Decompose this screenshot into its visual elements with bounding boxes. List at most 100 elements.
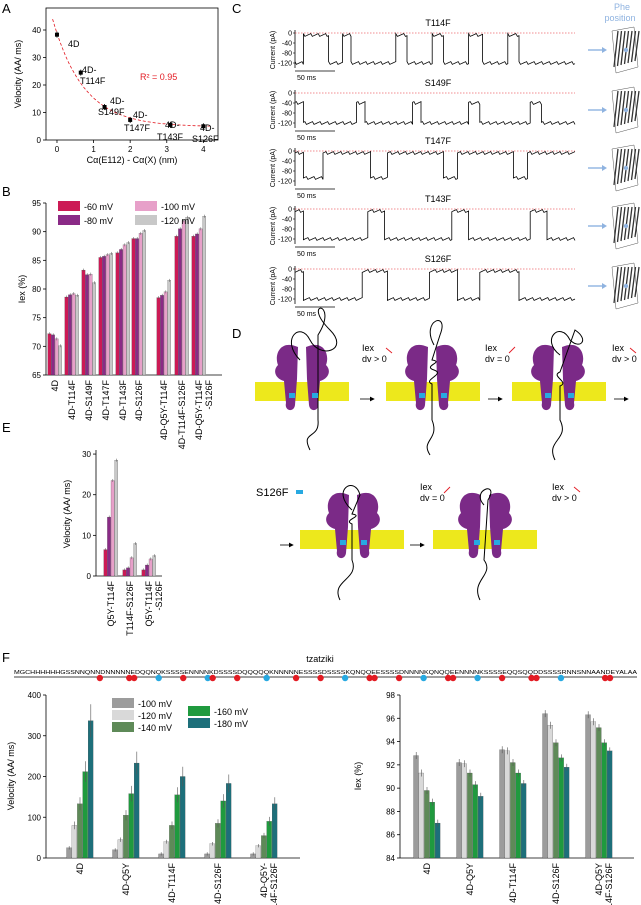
charged-residue-dot bbox=[96, 674, 104, 682]
site-1b bbox=[312, 393, 318, 398]
pore-helix bbox=[616, 30, 623, 67]
panel-f-iex-bar bbox=[413, 755, 419, 859]
panel-b-bar bbox=[135, 238, 139, 376]
panel-f-iex-ytick-label: 94 bbox=[386, 738, 395, 747]
panel-e-ytick-label: 20 bbox=[82, 491, 91, 500]
trace-ylabel: Current (pA) bbox=[270, 207, 277, 246]
site-2b bbox=[441, 393, 447, 398]
pore-structure-icon bbox=[611, 86, 640, 134]
panel-b-bar bbox=[54, 338, 59, 376]
panel-f-iex-ytick-label: 84 bbox=[386, 854, 395, 863]
state-1-dv: dv > 0 bbox=[362, 354, 387, 364]
panel-a-fit-curve bbox=[52, 18, 210, 127]
panel-f-vel-bar bbox=[163, 841, 169, 859]
f-legend-100: -100 mV bbox=[138, 699, 172, 709]
trace-ytick-label: 0 bbox=[288, 267, 292, 274]
trace-ytick-label: -120 bbox=[278, 237, 292, 244]
charged-residue-dot bbox=[341, 674, 349, 682]
charged-residue-dot bbox=[395, 674, 403, 682]
panel-b-bar bbox=[68, 294, 72, 376]
panel-b-ytick-label: 85 bbox=[32, 256, 41, 265]
panel-e-bar bbox=[114, 460, 118, 577]
scale-bar-label: 50 ms bbox=[297, 193, 317, 200]
panel-a-point bbox=[128, 117, 133, 122]
panel-e-bar bbox=[133, 543, 138, 577]
charged-residue-dot bbox=[371, 674, 378, 682]
panel-f-iex-bar bbox=[467, 772, 473, 859]
panel-b-legend-60: -60 mV bbox=[84, 202, 113, 212]
panel-f-iex-bar bbox=[478, 796, 484, 859]
panel-e-bar bbox=[110, 480, 115, 577]
pore-helix bbox=[630, 30, 637, 63]
charged-residue-dot bbox=[180, 674, 187, 682]
pore-helix bbox=[627, 30, 633, 64]
f-legend-swatch-180 bbox=[188, 718, 210, 728]
panel-b-legend-swatch-60 bbox=[58, 201, 80, 211]
phe-arrow-head bbox=[602, 107, 607, 113]
panel-a-xtick-label: 0 bbox=[55, 145, 60, 154]
panel-b-bar bbox=[126, 242, 130, 376]
panel-b-bar bbox=[181, 220, 186, 376]
panel-f-iex-ytick-label: 98 bbox=[386, 691, 395, 700]
panel-f-iex-bar bbox=[553, 742, 559, 859]
pore-helix bbox=[634, 206, 640, 238]
panel-b-bar bbox=[47, 333, 52, 376]
panel-b-category-label: 4D-T114F-S126F bbox=[177, 379, 187, 449]
panel-f-vel-category-label: 4D-S126F bbox=[213, 863, 223, 905]
panel-a-label-t143f-1: 4D- bbox=[165, 120, 180, 130]
pore-helix bbox=[616, 266, 623, 303]
panel-f-iex-ytick-label: 86 bbox=[386, 831, 395, 840]
panel-f-vel-ytick-label: 300 bbox=[28, 732, 42, 741]
trace-ylabel: Current (pA) bbox=[270, 149, 277, 188]
pore-helix bbox=[623, 266, 630, 301]
membrane-2 bbox=[386, 382, 480, 401]
pore-helix bbox=[613, 266, 619, 304]
pore-helix bbox=[634, 30, 640, 62]
pore-half-right bbox=[306, 344, 329, 411]
trace-ytick-label: -40 bbox=[282, 277, 292, 284]
panel-f-vel-bar bbox=[169, 825, 175, 859]
pore-structure-icon bbox=[611, 26, 640, 74]
panel-f-iex-category-label-extra: -T114F-S126F bbox=[604, 863, 614, 905]
panel-b-bar bbox=[115, 252, 120, 376]
panel-f-iex-bar bbox=[418, 772, 424, 859]
panel-b-bar bbox=[202, 216, 207, 376]
panel-e-ylabel: Velocity (AA/ ms) bbox=[62, 480, 72, 549]
trace-ytick-label: -40 bbox=[282, 41, 292, 48]
panel-f-vel-bar bbox=[180, 776, 186, 859]
site-4b bbox=[361, 540, 367, 545]
pore-helix bbox=[623, 90, 630, 125]
panel-a-point bbox=[168, 122, 173, 127]
panel-b-bar bbox=[75, 295, 79, 376]
phe-arrow-head bbox=[602, 283, 607, 289]
panel-b-bar bbox=[191, 236, 196, 376]
panel-a-label-s149f-1: 4D- bbox=[110, 96, 125, 106]
charged-residue-dot bbox=[498, 674, 506, 682]
panel-f-iex-category-label: 4D-T114F bbox=[508, 863, 518, 903]
panel-f-iex-category-label: 4D-Q5Y bbox=[465, 863, 475, 896]
tzatziki-title: tzatziki bbox=[306, 654, 334, 664]
current-trace bbox=[294, 100, 576, 125]
pore-structure-icon bbox=[611, 144, 640, 192]
panel-a-ytick-label: 40 bbox=[32, 26, 41, 35]
panel-b-bar bbox=[185, 217, 190, 376]
charged-residue-dot bbox=[449, 674, 457, 682]
panel-b-bar bbox=[102, 256, 106, 376]
panel-label-a: A bbox=[2, 1, 11, 16]
charged-residue-dot bbox=[317, 674, 324, 682]
panel-b-category-label: 4D-T143F bbox=[118, 380, 128, 421]
panel-f-iex-ytick-label: 96 bbox=[386, 714, 395, 723]
trace-ytick-label: -40 bbox=[282, 217, 292, 224]
strand-1 bbox=[290, 307, 338, 451]
panel-e-bar bbox=[103, 549, 108, 577]
panel-f-vel-bar bbox=[123, 815, 129, 859]
panel-b-bar bbox=[71, 293, 76, 376]
pore-helix bbox=[630, 206, 637, 239]
charged-residue-dot bbox=[126, 674, 133, 682]
panel-a-xtick-label: 4 bbox=[201, 145, 206, 154]
panel-f-vel-ytick-label: 200 bbox=[28, 773, 42, 782]
sequence-text: MGCHHHHHHGSSNNQNNDNNNNNEDQQNQKSSSSENNNNK… bbox=[14, 670, 638, 676]
panel-a-label-t114f-1: 4D- bbox=[82, 65, 97, 75]
panel-b-bar bbox=[92, 282, 96, 376]
